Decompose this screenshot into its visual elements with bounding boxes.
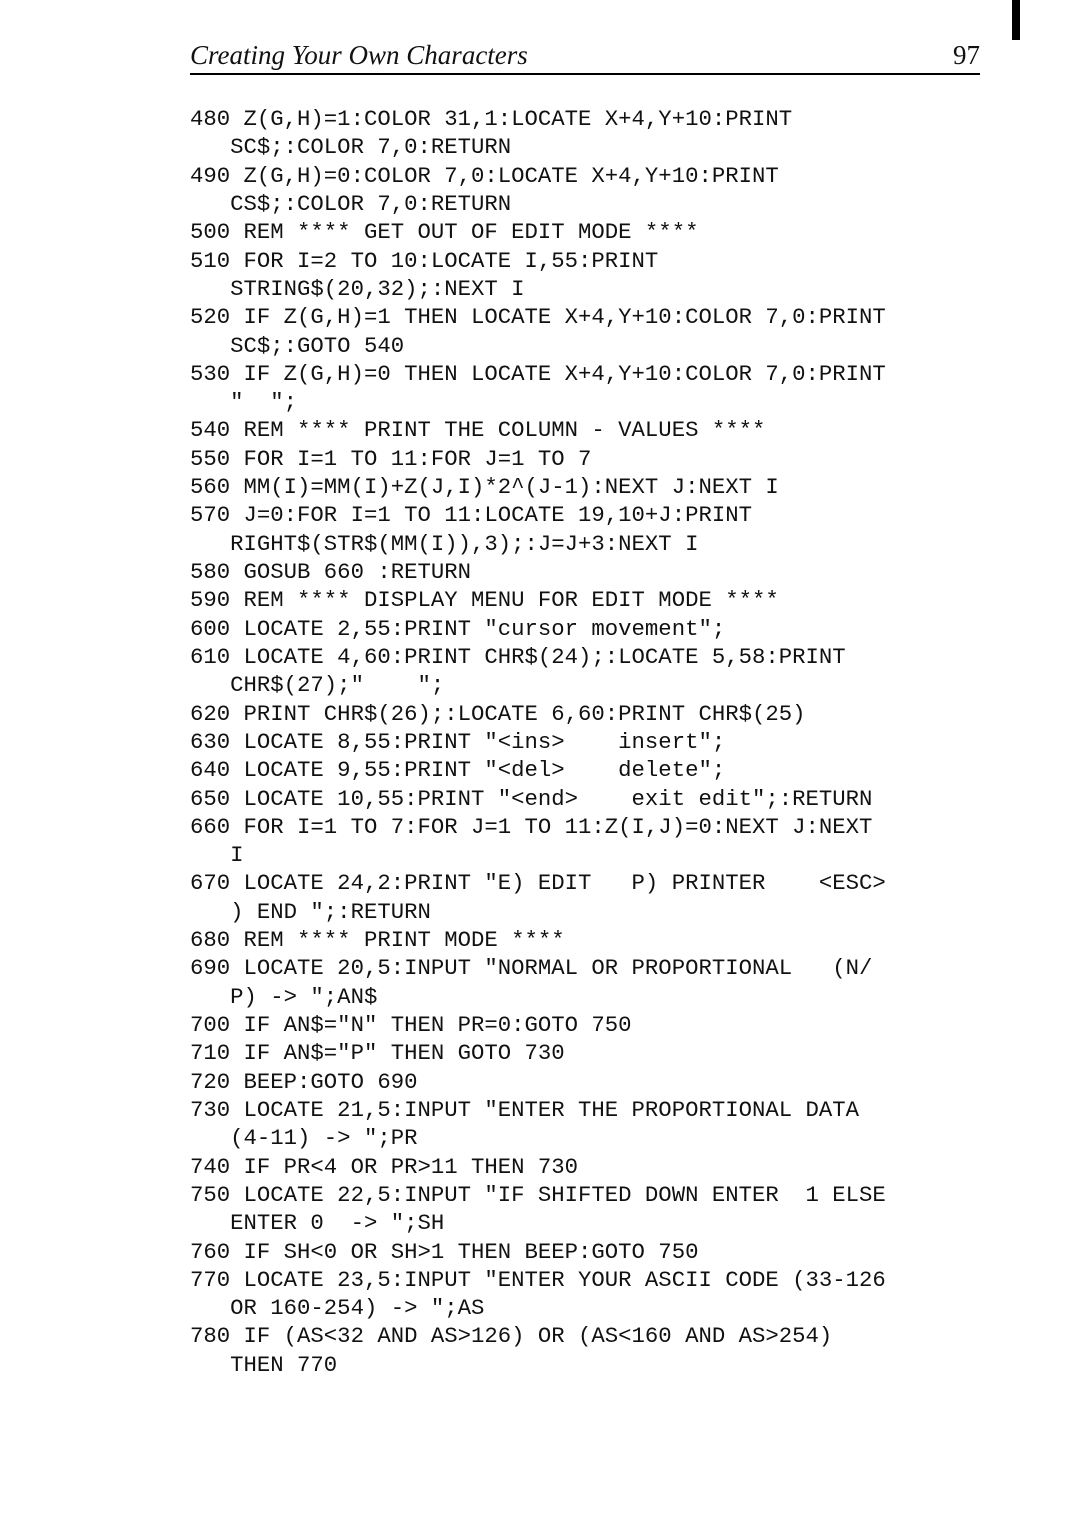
crop-mark	[1012, 0, 1020, 40]
page-header: Creating Your Own Characters 97	[190, 40, 980, 75]
header-page-number: 97	[953, 40, 980, 71]
basic-code-listing: 480 Z(G,H)=1:COLOR 31,1:LOCATE X+4,Y+10:…	[190, 105, 980, 1379]
page: Creating Your Own Characters 97 480 Z(G,…	[0, 0, 1080, 1532]
header-title: Creating Your Own Characters	[190, 40, 528, 71]
